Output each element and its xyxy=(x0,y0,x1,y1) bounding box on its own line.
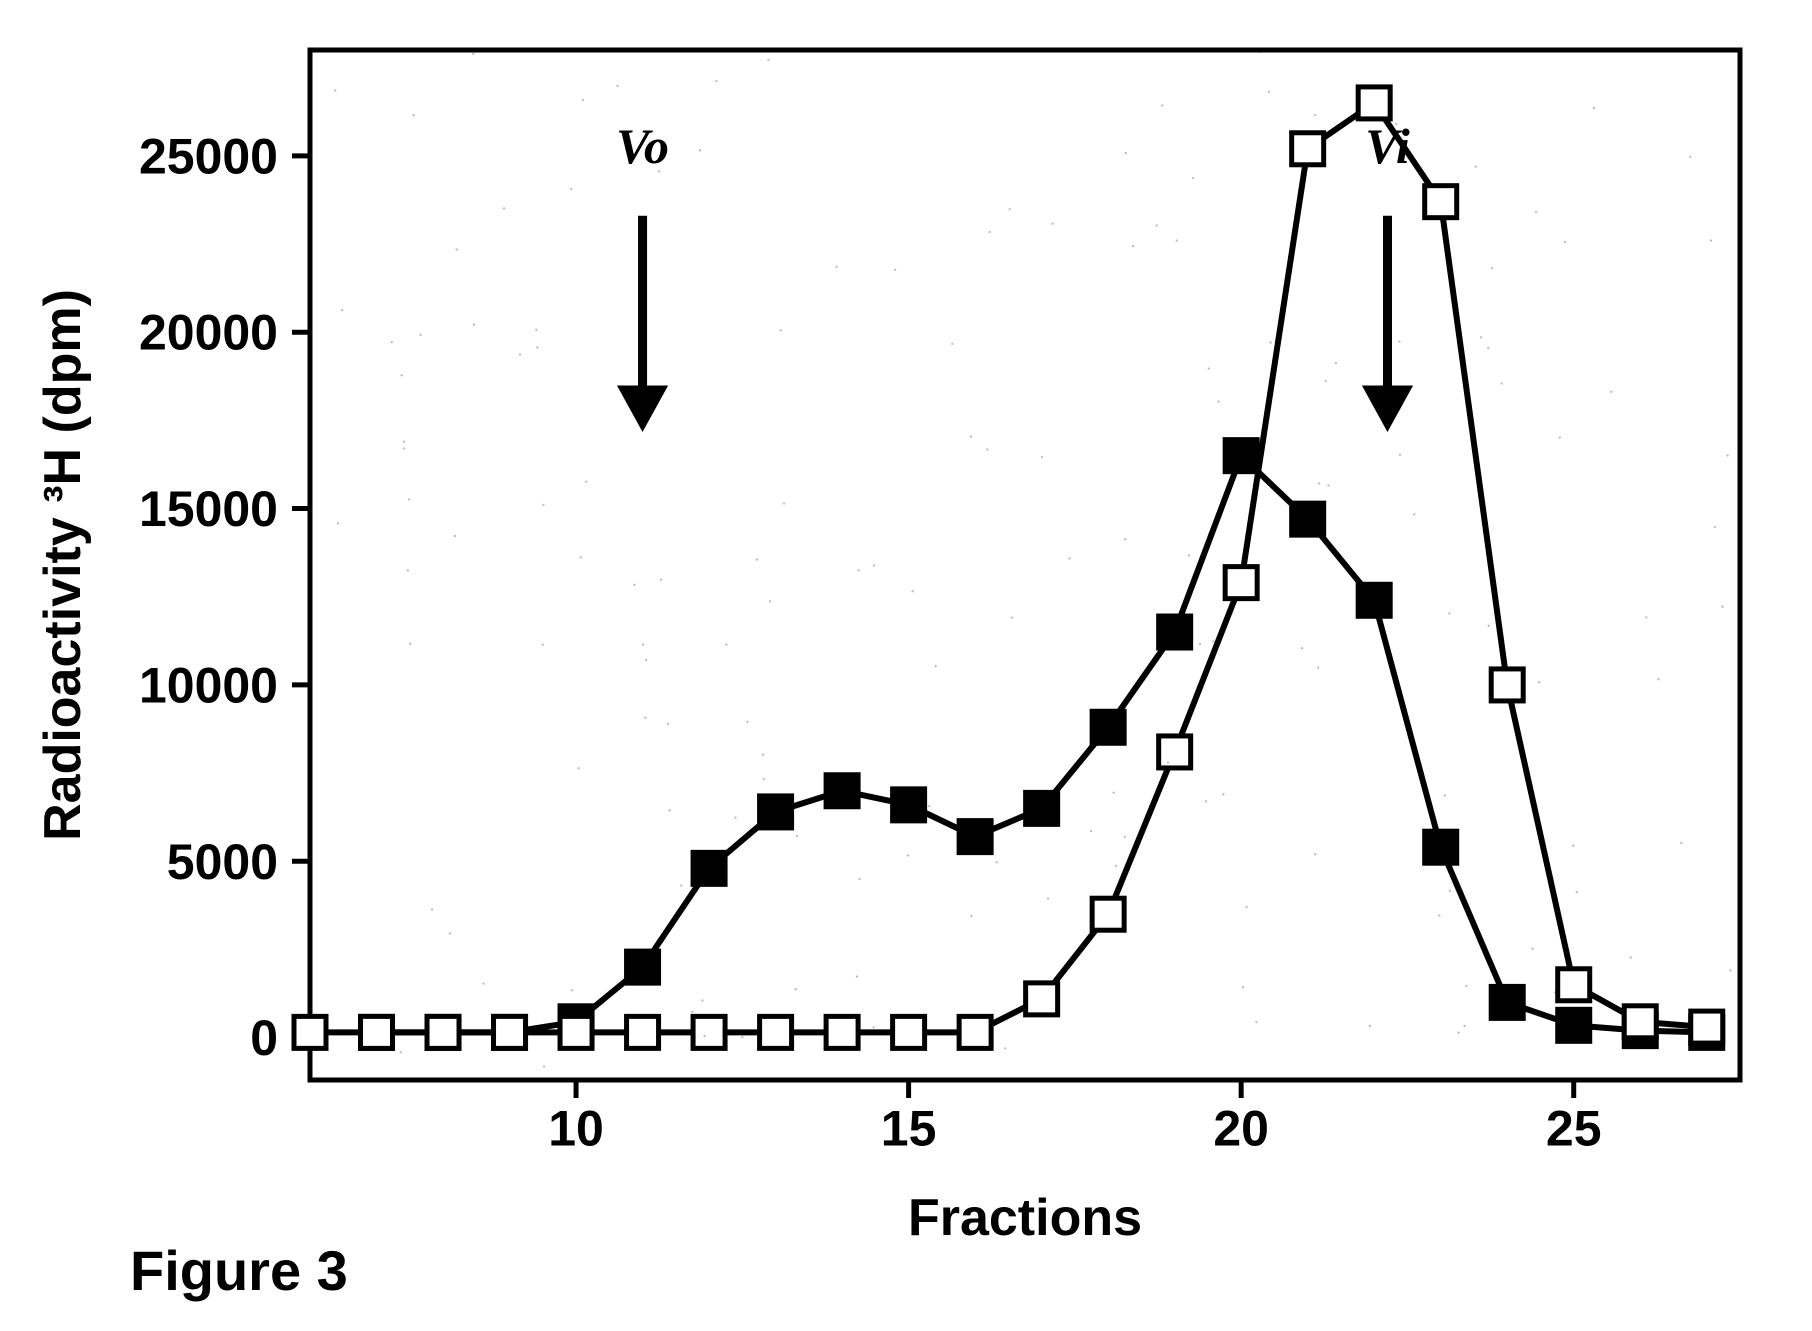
svg-text:15000: 15000 xyxy=(139,481,278,537)
svg-text:10: 10 xyxy=(548,1101,604,1157)
svg-text:0: 0 xyxy=(250,1010,278,1066)
svg-text:20: 20 xyxy=(1213,1101,1269,1157)
svg-text:Radioactivity ³H (dpm): Radioactivity ³H (dpm) xyxy=(34,289,92,841)
svg-text:25000: 25000 xyxy=(139,128,278,184)
line-chart: 10 15 20 25 0 5000 10000 15000 20000 25000 Radioac… xyxy=(0,0,1812,1331)
svg-text:20000: 20000 xyxy=(139,305,278,361)
svg-text:Fractions: Fractions xyxy=(908,1189,1142,1247)
svg-text:10000: 10000 xyxy=(139,657,278,713)
svg-text:25: 25 xyxy=(1546,1101,1602,1157)
svg-text:Vi: Vi xyxy=(1365,118,1410,174)
svg-text:Vo: Vo xyxy=(616,118,669,174)
svg-text:15: 15 xyxy=(881,1101,937,1157)
svg-text:5000: 5000 xyxy=(167,834,278,890)
svg-text:Figure 3: Figure 3 xyxy=(130,1239,348,1302)
chart-container: 10 15 20 25 0 5000 10000 15000 20000 25000 Radioac… xyxy=(0,0,1812,1331)
